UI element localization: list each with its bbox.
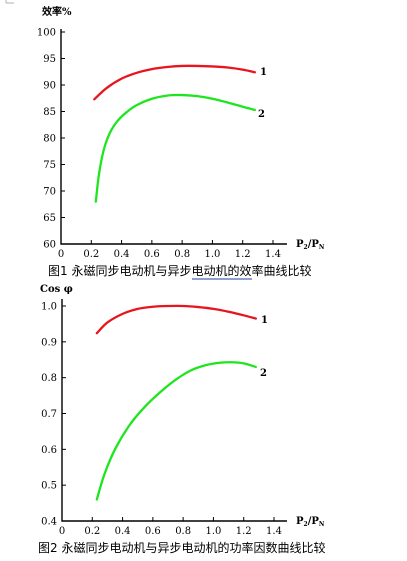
efficiency-caption: 图1 永磁同步电动机与异步电动机的效率曲线比较 <box>48 263 311 278</box>
efficiency-series-1-label: 1 <box>260 67 267 78</box>
x-tick-label: 0.2 <box>83 249 99 260</box>
y-tick-label: 60 <box>43 240 56 251</box>
y-tick-label: 0.7 <box>41 409 57 420</box>
efficiency-series-lines <box>93 64 256 203</box>
series-2-line <box>95 361 257 501</box>
power-factor-caption: 图2 永磁同步电动机与异步电动机的功率因数曲线比较 <box>38 540 325 555</box>
y-tick-label: 90 <box>43 81 56 92</box>
x-tick-label: 1.2 <box>235 249 251 260</box>
power-factor-series-2-label: 2 <box>260 368 267 379</box>
y-tick-label: 0.6 <box>41 445 57 456</box>
x-tick-label: 0 <box>58 249 64 260</box>
y-tick-label: 65 <box>43 213 56 224</box>
x-tick-label: 0.6 <box>145 526 161 537</box>
x-label-sub-n: N <box>319 244 325 251</box>
y-tick-label: 80 <box>43 134 56 145</box>
x-label-sub-n: N <box>319 521 325 528</box>
y-tick-label: 75 <box>43 160 56 171</box>
y-tick-label: 100 <box>37 28 56 39</box>
x-tick-label: 1.4 <box>265 249 281 260</box>
power-factor-y-ticks: 0.4 0.5 0.6 0.7 0.8 0.9 1.0 <box>41 302 66 528</box>
series-1-line <box>95 304 257 335</box>
efficiency-series-2-label: 2 <box>258 109 265 120</box>
y-tick-label: 0.9 <box>41 337 57 348</box>
x-tick-label: 1.2 <box>236 526 252 537</box>
x-tick-label: 1.0 <box>204 249 220 260</box>
efficiency-x-axis-label: P2/PN <box>296 239 325 251</box>
power-factor-chart: Cos φ 0.40.50.60.70.80.91.0 0 0.2 0.4 0.6 0.… <box>38 284 325 555</box>
caption-suffix: 的效率曲线比较 <box>227 263 311 278</box>
y-tick-label: 70 <box>43 187 56 198</box>
x-tick-label: 0.8 <box>175 526 191 537</box>
y-tick-label: 85 <box>43 107 56 118</box>
x-label-slash-p: /P <box>308 516 320 527</box>
power-factor-axes <box>61 299 287 522</box>
power-factor-y-axis-label: Cos φ <box>40 284 73 295</box>
x-label-sub-2: 2 <box>304 521 308 528</box>
x-tick-label: 0.8 <box>174 249 190 260</box>
series-1-line <box>93 64 256 101</box>
x-tick-label: 1.0 <box>205 526 221 537</box>
x-tick-label: 1.4 <box>266 526 282 537</box>
x-tick-label: 0.6 <box>144 249 160 260</box>
x-label-slash-p: /P <box>308 239 320 250</box>
power-factor-series-1-label: 1 <box>261 315 268 326</box>
x-label-p: P <box>296 239 304 250</box>
efficiency-y-ticks: 60 65 70 75 80 85 90 95 100 <box>37 28 65 251</box>
efficiency-chart: 效率% 60 65 70 75 80 85 90 95 100 0 0.2 0.4 0.6 0.8 1.0… <box>37 5 325 280</box>
x-tick-label: 0 <box>59 526 65 537</box>
power-factor-x-ticks: 0 0.2 0.4 0.6 0.8 1.0 1.2 1.4 <box>59 517 282 537</box>
x-tick-label: 0.4 <box>114 249 130 260</box>
caption-underlined-link: 异步电动机 <box>167 264 227 278</box>
y-tick-label: 0.4 <box>41 517 57 528</box>
power-factor-x-axis-label: P2/PN <box>296 516 325 528</box>
x-label-sub-2: 2 <box>304 244 308 251</box>
y-tick-label: 0.5 <box>41 481 57 492</box>
efficiency-y-axis-label: 效率% <box>42 5 72 18</box>
power-factor-series-lines <box>95 304 257 501</box>
efficiency-axes <box>60 29 287 245</box>
x-label-p: P <box>296 516 304 527</box>
y-tick-label: 0.8 <box>41 373 57 384</box>
y-tick-label: 95 <box>43 54 56 65</box>
x-tick-label: 0.4 <box>115 526 131 537</box>
x-tick-label: 0.2 <box>84 526 100 537</box>
y-tick-label: 1.0 <box>41 302 57 313</box>
caption-prefix: 图1 永磁同步电动机与 <box>48 263 167 278</box>
series-2-line <box>94 93 256 203</box>
efficiency-x-ticks: 0 0.2 0.4 0.6 0.8 1.0 1.2 1.4 <box>58 240 281 260</box>
